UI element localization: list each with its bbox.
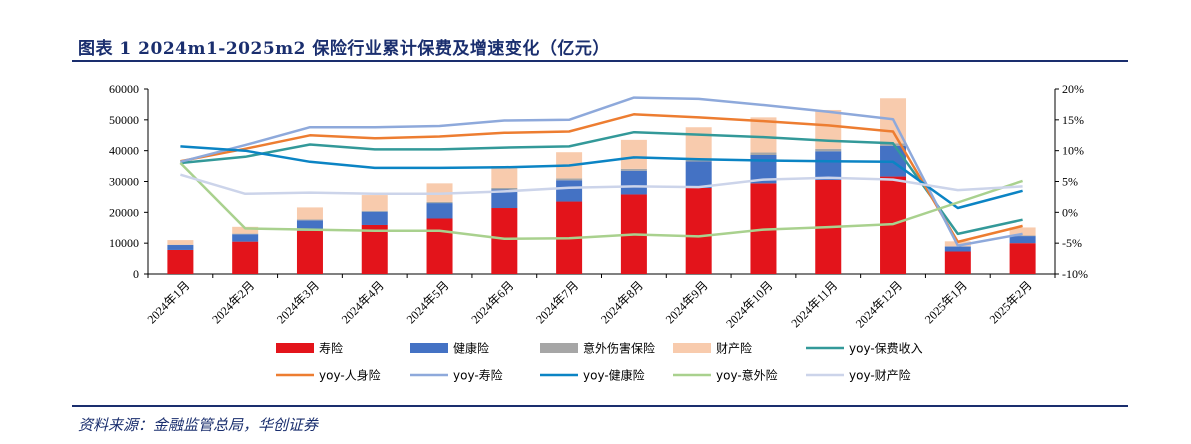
legend-label: yoy-财产险 [849, 368, 911, 383]
legend-swatch-财产险 [673, 343, 711, 353]
bar-segment-财产险 [167, 240, 194, 245]
source-rule [72, 405, 1128, 407]
bar-segment-财产险 [296, 207, 323, 220]
legend-swatch-意外伤害保险 [540, 343, 578, 353]
bar-segment-寿险 [944, 251, 971, 274]
x-tick-label: 2025年2月 [987, 278, 1035, 326]
bar-segment-财产险 [750, 117, 777, 153]
bar-segment-健康险 [167, 245, 194, 250]
x-tick-label: 2024年4月 [339, 278, 387, 326]
bar-segment-健康险 [232, 234, 259, 242]
bar-segment-意外伤害保险 [296, 219, 323, 221]
line-series-yoy-保费收入 [180, 130, 1023, 236]
line-series-yoy-意外险 [179, 162, 1023, 241]
bar-segment-意外伤害保险 [426, 201, 453, 204]
bar-segment-寿险 [167, 249, 194, 274]
bar-segment-寿险 [296, 230, 323, 274]
legend-label: 寿险 [319, 341, 343, 356]
line-series-yoy-财产险 [180, 173, 1023, 196]
left-tick-label: 20000 [109, 205, 139, 219]
line-series-yoy-健康险 [180, 145, 1023, 210]
bar-segment-寿险 [426, 218, 453, 274]
bar-segment-寿险 [232, 241, 259, 274]
bar-segment-财产险 [491, 166, 518, 188]
figure-title: 图表 1 2024m1-2025m2 保险行业累计保费及增速变化（亿元） [78, 39, 610, 59]
legend-label: 财产险 [716, 341, 752, 356]
bar-segment-财产险 [361, 195, 388, 211]
x-tick-label: 2024年2月 [209, 278, 257, 326]
left-tick-label: 60000 [109, 82, 139, 96]
x-tick-label: 2024年5月 [404, 278, 452, 326]
bar-segment-健康险 [296, 220, 323, 231]
bar-segment-健康险 [556, 180, 583, 202]
legend-swatch-寿险 [276, 343, 314, 353]
bar-segment-健康险 [815, 151, 842, 180]
right-tick-label: 20% [1062, 82, 1084, 96]
legend-label: yoy-人身险 [319, 368, 381, 383]
source-note: 资料来源：金融监管总局，华创证券 [78, 416, 319, 434]
bar-segment-财产险 [1009, 227, 1036, 236]
right-tick-label: -5% [1062, 236, 1082, 250]
x-tick-label: 2024年9月 [663, 278, 711, 326]
legend-swatch-健康险 [410, 343, 448, 353]
right-tick-label: 5% [1062, 175, 1078, 189]
bar-segment-意外伤害保险 [750, 152, 777, 155]
x-tick-label: 2024年8月 [598, 278, 646, 326]
x-tick-label: 2024年6月 [468, 278, 516, 326]
bar-segment-寿险 [685, 187, 712, 274]
line-series-yoy-寿险 [180, 96, 1023, 247]
bar-segment-寿险 [1009, 243, 1036, 274]
x-tick-label: 2025年1月 [922, 278, 970, 326]
left-tick-label: 40000 [109, 144, 139, 158]
legend-label: yoy-保费收入 [849, 342, 923, 356]
bar-segment-财产险 [685, 127, 712, 160]
left-tick-label: 30000 [109, 175, 139, 189]
bar-segment-健康险 [491, 189, 518, 209]
legend-label: 意外伤害保险 [583, 341, 655, 356]
x-tick-label: 2024年7月 [533, 278, 581, 326]
x-tick-label: 2024年3月 [274, 278, 322, 326]
bar-segment-意外伤害保险 [620, 168, 647, 171]
right-tick-label: 0% [1062, 205, 1078, 219]
bar-segment-健康险 [426, 203, 453, 219]
bar-segment-寿险 [361, 224, 388, 274]
bar-segment-财产险 [232, 226, 259, 234]
bar-segment-健康险 [1009, 236, 1036, 244]
bar-segment-意外伤害保险 [361, 210, 388, 212]
bar-segment-财产险 [815, 109, 842, 149]
bar-segment-健康险 [361, 211, 388, 225]
x-tick-label: 2024年1月 [144, 278, 192, 326]
right-tick-label: 15% [1062, 113, 1084, 127]
bar-segment-健康险 [944, 246, 971, 252]
legend-label: yoy-健康险 [583, 368, 645, 383]
bar-segment-健康险 [620, 170, 647, 195]
bar-segment-意外伤害保险 [815, 148, 842, 152]
line-series-yoy-人身险 [180, 113, 1023, 244]
bar-segment-意外伤害保险 [232, 233, 259, 235]
legend-label: yoy-寿险 [453, 368, 503, 383]
bar-segment-健康险 [685, 161, 712, 188]
bar-segment-意外伤害保险 [556, 178, 583, 181]
left-tick-label: 10000 [109, 236, 139, 250]
right-tick-label: -10% [1062, 267, 1088, 281]
x-tick-label: 2024年12月 [853, 278, 905, 330]
x-tick-label: 2024年11月 [788, 278, 840, 330]
bar-segment-意外伤害保险 [491, 187, 518, 190]
legend-label: yoy-意外险 [716, 368, 778, 383]
legend-label: 健康险 [453, 341, 489, 356]
left-tick-label: 0 [133, 267, 139, 281]
title-rule [72, 60, 1128, 62]
right-tick-label: 10% [1062, 144, 1084, 158]
bar-segment-寿险 [491, 208, 518, 274]
x-tick-label: 2024年10月 [723, 278, 775, 330]
left-tick-label: 50000 [109, 113, 139, 127]
bar-segment-意外伤害保险 [1009, 235, 1036, 237]
bar-segment-财产险 [620, 139, 647, 169]
